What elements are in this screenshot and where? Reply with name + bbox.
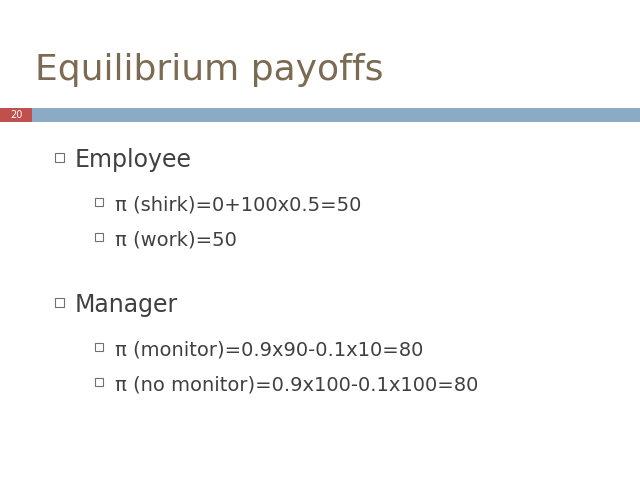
Text: Equilibrium payoffs: Equilibrium payoffs <box>35 53 383 87</box>
Text: 20: 20 <box>10 110 22 120</box>
Bar <box>95 233 103 241</box>
Bar <box>55 153 64 162</box>
Text: π (work)=50: π (work)=50 <box>115 230 237 250</box>
Bar <box>95 198 103 206</box>
Text: π (monitor)=0.9x90-0.1x10=80: π (monitor)=0.9x90-0.1x10=80 <box>115 340 424 360</box>
Text: π (shirk)=0+100x0.5=50: π (shirk)=0+100x0.5=50 <box>115 195 362 215</box>
Bar <box>95 378 103 386</box>
Bar <box>0 108 640 122</box>
Text: π (no monitor)=0.9x100-0.1x100=80: π (no monitor)=0.9x100-0.1x100=80 <box>115 375 478 395</box>
Bar <box>0 108 32 122</box>
Bar <box>95 343 103 351</box>
Text: Employee: Employee <box>75 148 192 172</box>
Text: Manager: Manager <box>75 293 179 317</box>
Bar <box>55 298 64 307</box>
